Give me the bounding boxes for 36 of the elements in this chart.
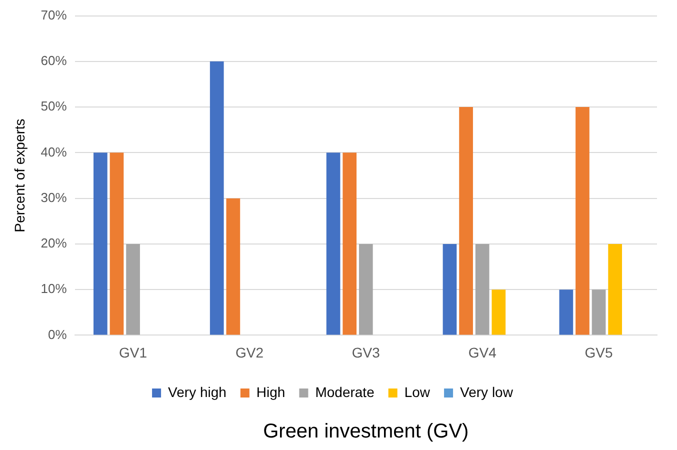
bar: [592, 290, 606, 335]
x-tick-label: GV5: [584, 344, 613, 360]
bar: [442, 244, 457, 335]
x-tick-label: GV2: [235, 344, 264, 360]
bar: [459, 107, 473, 335]
y-tick-label: 40%: [40, 144, 68, 160]
y-axis-title: Percent of experts: [11, 118, 28, 232]
y-tick-label: 30%: [40, 190, 68, 205]
bar: [326, 152, 340, 335]
legend-label: High: [256, 384, 286, 400]
bar: [475, 244, 490, 335]
x-axis-title: Green investment (GV): [263, 420, 469, 443]
legend-label: Low: [404, 384, 431, 400]
x-tick-label: GV1: [119, 344, 148, 360]
bar: [226, 198, 240, 335]
x-tick-label: GV4: [468, 344, 497, 360]
legend-label: Moderate: [315, 384, 375, 400]
bar: [492, 290, 506, 335]
y-tick-label: 70%: [40, 7, 68, 22]
y-tick-label: 20%: [40, 236, 68, 251]
bar: [559, 290, 574, 335]
bar: [342, 152, 357, 335]
bar: [576, 107, 590, 335]
bar: [358, 244, 373, 335]
x-tick-label: GV3: [352, 344, 380, 360]
y-tick-label: 0%: [48, 326, 68, 342]
y-tick-label: 60%: [40, 53, 68, 68]
legend-label: Very high: [168, 384, 226, 400]
y-tick-label: 50%: [40, 98, 68, 114]
y-tick-label: 10%: [40, 281, 68, 296]
bar: [110, 152, 124, 335]
bar: [94, 152, 108, 335]
bar: [608, 244, 622, 335]
bar: [126, 244, 140, 335]
bar: [210, 61, 224, 335]
legend-label: Very low: [460, 384, 514, 400]
